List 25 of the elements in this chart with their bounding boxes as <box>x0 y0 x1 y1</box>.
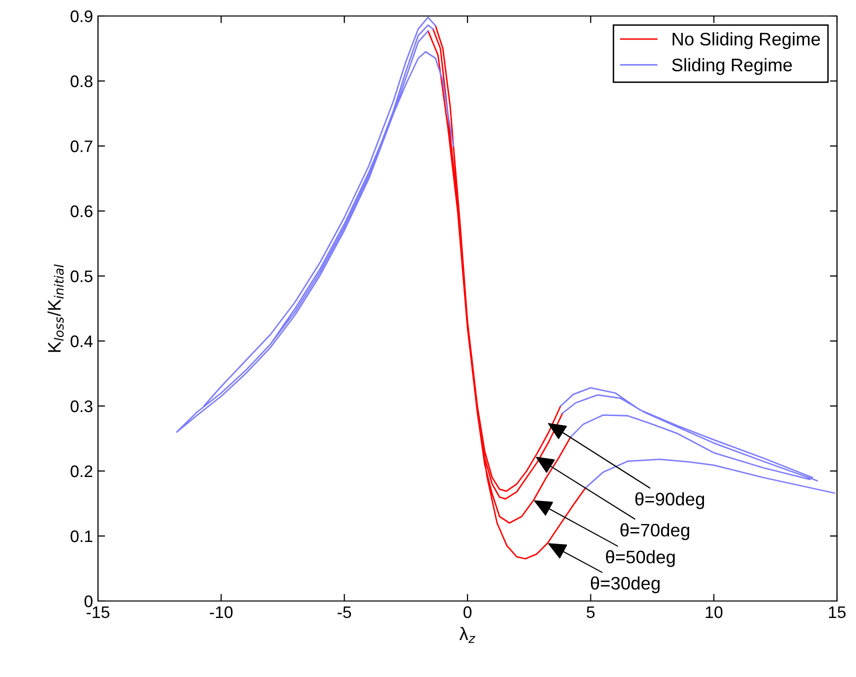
x-tick-label: 0 <box>464 606 472 618</box>
y-tick-label: 0.1 <box>70 530 92 542</box>
x-tick-label: -15 <box>86 606 110 618</box>
x-tick-label: 15 <box>829 606 846 618</box>
y-tick-label: 0 <box>84 595 92 608</box>
y-tick-label: 0.4 <box>70 335 93 348</box>
annotation: θ=90deg <box>635 492 704 510</box>
x-axis-title: λ$_{z}$ <box>459 626 476 643</box>
y-tick-label: 0.6 <box>70 205 92 218</box>
x-tick-label: 10 <box>706 606 722 618</box>
y-tick-label: 0.5 <box>70 270 92 282</box>
annotation: θ=30deg <box>590 576 660 594</box>
y-tick-label: 0.8 <box>70 75 92 88</box>
y-tick-label: 0.7 <box>70 140 92 152</box>
x-tick-label: 5 <box>586 606 595 618</box>
x-tick-label: -10 <box>210 606 233 618</box>
y-tick-label: 0.3 <box>70 400 92 412</box>
y-tick-label: 0.9 <box>70 10 92 22</box>
annotation: θ=50deg <box>606 550 675 567</box>
annotation: θ=70deg <box>620 523 690 540</box>
y-axis-title: K$_{loss}$/K$_{initial}$ <box>47 264 64 352</box>
x-tick-label: -5 <box>338 606 352 618</box>
legend-label: No Sliding Regime <box>672 32 820 50</box>
legend-label: Sliding Regime <box>672 58 792 75</box>
y-tick-label: 0.2 <box>70 465 92 478</box>
